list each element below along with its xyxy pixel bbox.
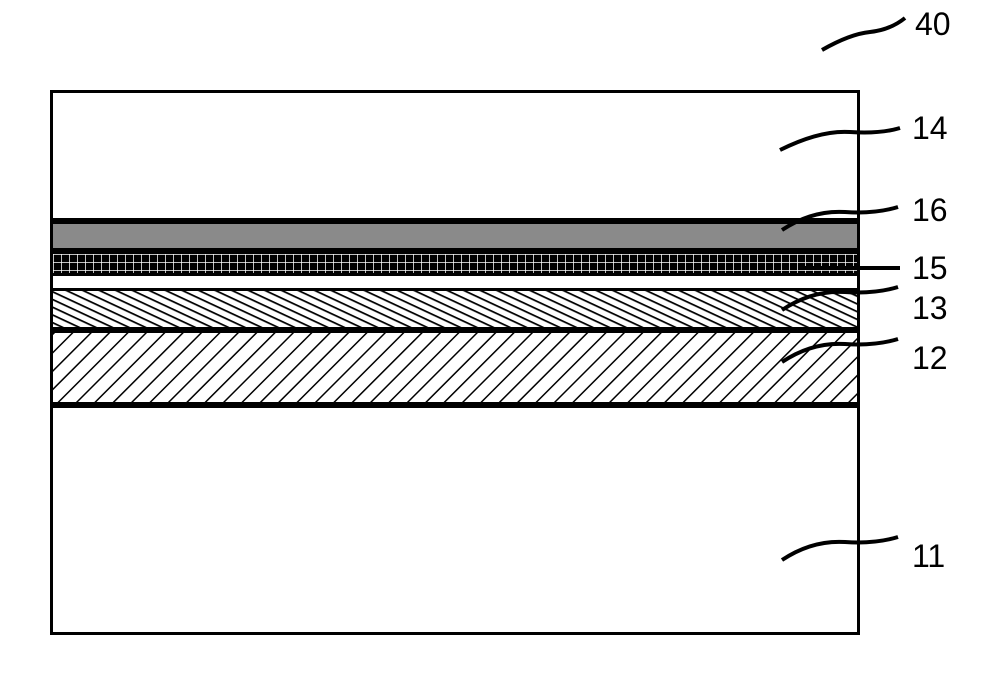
layer-gap (53, 276, 857, 288)
label-16: 16 (912, 192, 948, 229)
label-14: 14 (912, 110, 948, 147)
layer-12 (53, 330, 857, 405)
label-15: 15 (912, 250, 948, 287)
layer-13 (53, 288, 857, 330)
layer-15 (53, 251, 857, 276)
layer-stack-container (50, 90, 860, 635)
layer-16 (53, 221, 857, 251)
label-11: 11 (912, 538, 945, 575)
layer-11 (53, 405, 857, 632)
label-12: 12 (912, 340, 948, 377)
label-40: 40 (915, 6, 951, 43)
label-13: 13 (912, 290, 948, 327)
layer-14 (53, 93, 857, 221)
